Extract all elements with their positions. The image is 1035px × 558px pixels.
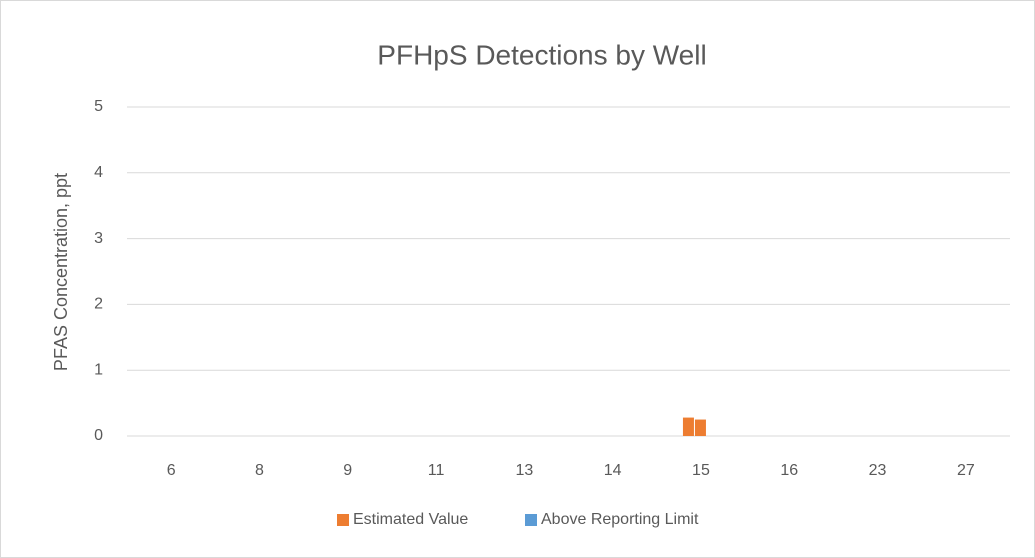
legend-swatch: [525, 514, 537, 526]
legend-swatch: [337, 514, 349, 526]
x-tick-label: 9: [343, 462, 352, 479]
y-tick-label: 2: [94, 296, 103, 313]
y-axis-label: PFAS Concentration, ppt: [51, 173, 71, 371]
x-tick-label: 14: [604, 462, 622, 479]
y-tick-label: 4: [94, 164, 103, 181]
legend-label: Estimated Value: [353, 511, 468, 528]
y-tick-label: 3: [94, 230, 103, 247]
x-tick-label: 27: [957, 462, 975, 479]
x-tick-label: 11: [428, 462, 445, 479]
legend-label: Above Reporting Limit: [541, 511, 699, 528]
y-tick-label: 0: [94, 427, 103, 444]
bar: [694, 419, 706, 436]
chart-title: PFHpS Detections by Well: [377, 39, 706, 70]
x-tick-label: 13: [515, 462, 533, 479]
x-tick-label: 15: [692, 462, 710, 479]
bar: [682, 417, 694, 436]
x-tick-label: 6: [167, 462, 176, 479]
y-tick-label: 5: [94, 98, 103, 115]
y-tick-label: 1: [94, 361, 103, 378]
x-tick-label: 16: [780, 462, 798, 479]
x-tick-label: 8: [255, 462, 264, 479]
x-tick-label: 23: [869, 462, 887, 479]
